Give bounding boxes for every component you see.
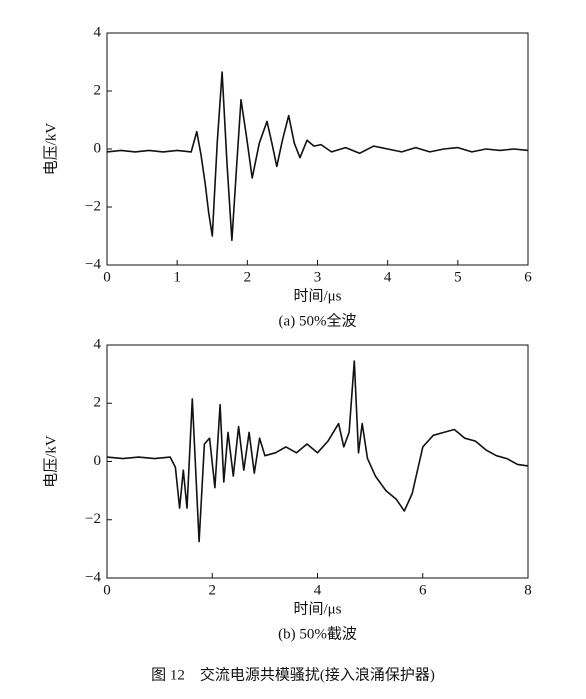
x-tick-label: 5 (454, 269, 462, 285)
waveform (106, 71, 529, 242)
chart-caption: (a) 50%全波 (279, 311, 357, 329)
y-tick-label: −2 (85, 511, 101, 527)
plot-frame (106, 344, 529, 579)
x-tick-label: 8 (524, 582, 532, 598)
y-tick-label: 4 (94, 336, 102, 352)
x-tick-label: 0 (103, 582, 111, 598)
y-tick-label: 0 (94, 453, 102, 469)
x-tick-label: 4 (314, 582, 322, 598)
chart-caption: (b) 50%截波 (278, 625, 357, 642)
figure-caption: 图 12 交流电源共模骚扰(接入浪涌保护器) (151, 665, 435, 683)
x-tick-label: 6 (524, 269, 532, 285)
y-tick-label: 0 (94, 140, 102, 156)
x-tick-label: 0 (103, 269, 111, 285)
y-axis-label: 电压/kV (42, 435, 59, 488)
x-tick-label: 3 (314, 269, 322, 285)
y-tick-label: −4 (85, 569, 101, 585)
x-tick-label: 2 (209, 582, 217, 598)
x-axis-label: 时间/μs (293, 600, 341, 617)
y-tick-label: −4 (85, 256, 101, 272)
y-tick-label: −2 (85, 198, 101, 214)
x-tick-label: 4 (384, 269, 392, 285)
x-tick-label: 6 (419, 582, 427, 598)
x-tick-label: 2 (244, 269, 252, 285)
waveform (106, 360, 529, 543)
x-axis-label: 时间/μs (293, 287, 341, 304)
y-tick-label: 2 (94, 395, 102, 411)
x-tick-label: 1 (173, 269, 181, 285)
y-tick-label: 4 (94, 24, 102, 40)
y-axis-label: 电压/kV (42, 123, 59, 176)
y-tick-label: 2 (94, 82, 102, 98)
